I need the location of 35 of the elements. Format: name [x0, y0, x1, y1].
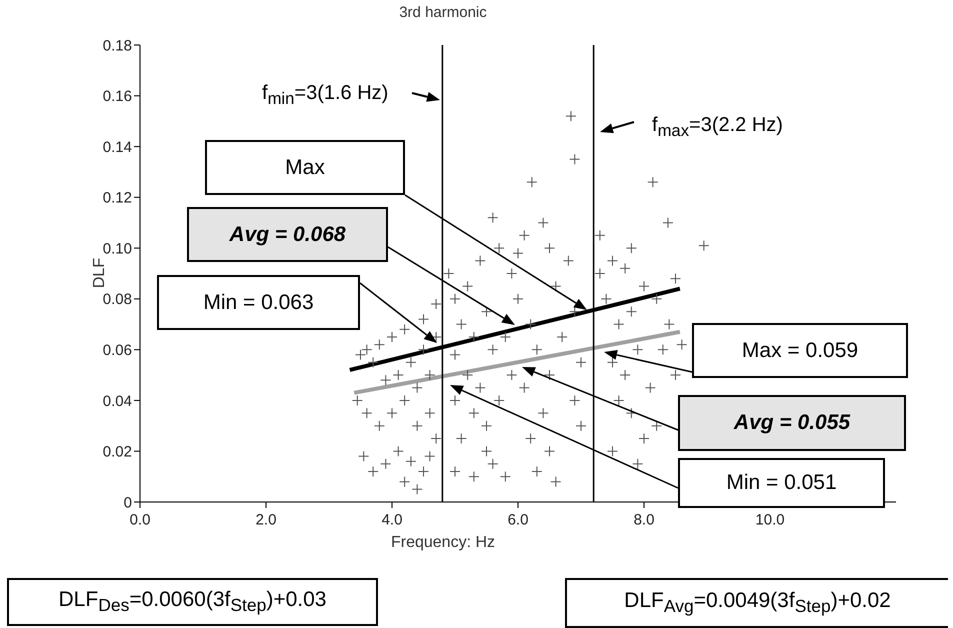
y-tick-label: 0.04 [102, 392, 132, 410]
chart-title: 3rd harmonic [399, 4, 487, 21]
y-axis-title: DLF [91, 258, 108, 288]
x-axis-title: Frequency: Hz [390, 534, 496, 551]
annotation: Max = 0.059 [742, 338, 858, 362]
y-tick-label: 0.06 [102, 342, 132, 359]
x-tick-label: 6.0 [508, 512, 528, 529]
annotation: Min = 0.051 [726, 471, 837, 495]
y-tick-label: 0.16 [102, 88, 132, 106]
y-tick-label: 0.08 [102, 291, 132, 308]
annotation: Avg = 0.055 [734, 411, 850, 435]
text-box: Max [205, 140, 405, 195]
y-tick-label: 0.10 [102, 240, 132, 258]
y-tick-label: 0.14 [102, 138, 132, 156]
y-tick-label: 0.12 [102, 190, 132, 207]
annotation: Min = 0.063 [203, 290, 314, 314]
x-tick-label: 10.0 [755, 512, 785, 529]
text-box: DLF$_{Avg}$=0.0049(3f$_{Step}$)+0.02 [565, 578, 948, 628]
x-tick-label: 8.0 [634, 512, 654, 529]
text-box: Avg = 0.068 [187, 207, 388, 262]
y-tick-label: 0.18 [102, 37, 132, 54]
annotation: Avg = 0.068 [229, 222, 346, 246]
annotation: Max [285, 156, 325, 180]
y-tick-label: 0 [124, 494, 132, 512]
text-box: Min = 0.063 [157, 275, 360, 330]
text-box: Avg = 0.055 [678, 395, 906, 451]
y-tick-label: 0.02 [102, 444, 132, 461]
x-tick-label: 2.0 [256, 512, 276, 529]
x-tick-label: 0.0 [130, 512, 150, 529]
text-box: Min = 0.051 [678, 458, 885, 508]
text-box: DLF$_{Des}$=0.0060(3f$_{Step}$)+0.03 [7, 578, 378, 626]
x-tick-label: 4.0 [382, 512, 402, 529]
annotation: f$_{min}$=3(1.6 Hz) [262, 82, 388, 108]
text-box: Max = 0.059 [692, 323, 908, 378]
annotation: f$_{max}$=3(2.2 Hz) [652, 114, 783, 140]
